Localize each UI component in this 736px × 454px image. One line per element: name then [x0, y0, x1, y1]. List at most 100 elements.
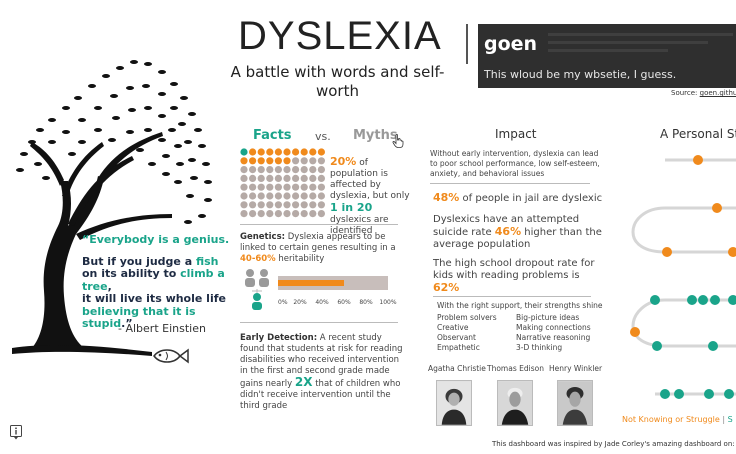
fish-icon [153, 348, 189, 364]
population-dot [266, 210, 274, 218]
strengths-column-2: Big-picture ideas Making connections Narra… [516, 313, 591, 353]
genetics-stat: Genetics: Dyslexia appears to be linked … [240, 232, 408, 265]
timeline-dot [674, 389, 684, 399]
einstein-quote: “Everybody is a genius. But if you judge… [82, 233, 237, 331]
person-name-thomas-edison: Thomas Edison [487, 364, 544, 373]
population-dot [266, 148, 274, 156]
source-link[interactable]: goen.github [699, 89, 736, 97]
legend-struggle: Not Knowing or Struggle [622, 415, 720, 424]
timeline-dot [704, 389, 714, 399]
strength-item: Observant [437, 333, 476, 342]
heritability-bar-fill [278, 280, 344, 286]
population-dot [317, 166, 325, 174]
timeline-row-2 [631, 206, 736, 254]
quote-post-fish: on its ability to [82, 267, 181, 280]
info-icon[interactable] [10, 425, 22, 440]
population-dot [274, 174, 282, 182]
population-dot [292, 201, 300, 209]
footer-credit: This dashboard was inspired by Jade Corl… [492, 440, 736, 448]
population-dot [317, 210, 325, 218]
population-dot [283, 183, 291, 191]
timeline-dot [687, 295, 697, 305]
population-dot [266, 201, 274, 209]
population-dot [249, 174, 257, 182]
timeline-dot [724, 389, 734, 399]
pct-affected: 20% [330, 155, 357, 168]
heritability-tick-label: 40% [315, 299, 329, 306]
population-dot [317, 192, 325, 200]
population-dot [292, 183, 300, 191]
population-dot [292, 192, 300, 200]
population-dot [309, 192, 317, 200]
legend-other: S [727, 415, 733, 424]
population-dot [240, 192, 248, 200]
genetics-text: Dyslexia appears to be linked to certain… [240, 232, 396, 253]
population-dot [283, 201, 291, 209]
quote-fish: fish [195, 254, 219, 268]
population-dot [266, 174, 274, 182]
strength-item: Empathetic [437, 343, 480, 352]
tab-myths[interactable]: Myths [353, 128, 398, 143]
portrait-henry-winkler [557, 380, 593, 426]
population-dot [274, 157, 282, 165]
population-dot [274, 166, 282, 174]
population-dot [274, 201, 282, 209]
heritability-bar-chart: 0% 20% 40% 60% 80% 100% [278, 276, 397, 306]
heritability-tick-label: 20% [293, 299, 307, 306]
strength-item: 3-D thinking [516, 343, 563, 352]
portrait-agatha-christie [436, 380, 472, 426]
early-label: Early Detection: [240, 333, 318, 343]
population-dot [257, 148, 265, 156]
personal-story-title: A Personal St [660, 127, 736, 141]
timeline-dot [710, 295, 720, 305]
impact-divider [430, 183, 590, 184]
strength-item: Creative [437, 323, 469, 332]
quote-line-3: it will live its whole life [82, 292, 226, 305]
banner-faded-text-decoration [548, 33, 733, 52]
heritability-tick-label: 60% [337, 299, 351, 306]
population-dot [240, 166, 248, 174]
strengths-column-1: Problem solvers Creative Observant Empathet… [437, 313, 497, 353]
population-dot [266, 157, 274, 165]
population-dot [257, 166, 265, 174]
impact-intro: Without early intervention, dyslexia can… [430, 149, 600, 178]
timeline-dot [660, 389, 670, 399]
person-name-agatha-christie: Agatha Christie [428, 364, 486, 373]
timeline-dot [708, 341, 718, 351]
header-divider [466, 24, 468, 64]
tree-illustration [12, 60, 212, 356]
population-dot [300, 174, 308, 182]
tab-facts[interactable]: Facts [253, 128, 292, 143]
personal-story-timeline [630, 155, 736, 399]
population-dot [300, 166, 308, 174]
population-dot [309, 157, 317, 165]
population-dot [283, 157, 291, 165]
population-dot [309, 174, 317, 182]
population-dot [274, 148, 282, 156]
population-dot [249, 201, 257, 209]
population-dot [283, 166, 291, 174]
source-line: Source: goen.github [671, 89, 736, 97]
strength-item: Problem solvers [437, 313, 497, 322]
banner-name: goen [484, 33, 538, 55]
jail-text: of people in jail are dyslexic [459, 193, 603, 204]
quote-body: But if you judge a fish on its ability t… [82, 254, 237, 331]
population-stat: 20% of population is affected by dyslexi… [330, 156, 410, 237]
population-dot [300, 148, 308, 156]
population-dot [257, 183, 265, 191]
legend-separator: | [719, 415, 728, 424]
strengths-divider [433, 296, 591, 297]
facts-divider [240, 224, 398, 225]
timeline-dot [728, 247, 736, 257]
suicide-pct: 46% [494, 225, 522, 238]
identified-ratio: 1 in 20 [330, 201, 373, 214]
website-banner[interactable]: goen This wloud be my wbsetie, I guess. [478, 24, 736, 88]
banner-tagline: This wloud be my wbsetie, I guess. [484, 68, 677, 81]
population-dot [249, 148, 257, 156]
story-legend: Not Knowing or Struggle | S [622, 415, 733, 424]
population-dot [240, 183, 248, 191]
population-dot [317, 157, 325, 165]
footer-text: This dashboard was inspired by Jade Corl… [492, 440, 736, 448]
vs-label: vs. [315, 130, 331, 143]
population-dot [309, 183, 317, 191]
